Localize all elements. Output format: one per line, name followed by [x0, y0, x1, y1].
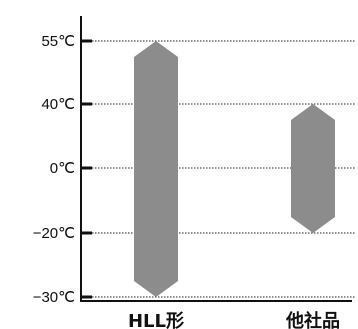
y-tick-label-4: −30℃ — [33, 289, 75, 306]
range-bar-1 — [291, 104, 335, 233]
y-tick-label-3: −20℃ — [33, 225, 75, 242]
y-axis-ticks: 55℃ 40℃ 0℃ −20℃ −30℃ — [33, 33, 92, 306]
y-tick-label-2: 0℃ — [50, 160, 75, 177]
y-tick-label-0: 55℃ — [41, 33, 75, 50]
x-axis-categories: HLL形 他社品 — [128, 310, 340, 329]
category-label-1: 他社品 — [285, 310, 340, 329]
range-bar-0 — [134, 41, 178, 297]
y-tick-label-1: 40℃ — [41, 96, 75, 113]
category-label-0: HLL形 — [128, 311, 184, 329]
range-bars — [134, 41, 335, 297]
